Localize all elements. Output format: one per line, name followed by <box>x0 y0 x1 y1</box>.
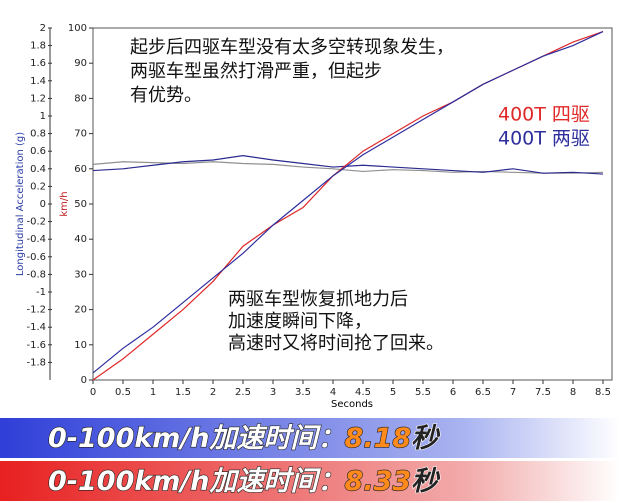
x-tick-label: 6 <box>450 387 456 398</box>
y2-tick-label: 70 <box>74 129 87 140</box>
annotation: 两驱车型虽然打滑严重，但起步 <box>130 61 382 82</box>
x-tick-label: 4 <box>330 387 336 398</box>
y-tick-label: -0.4 <box>26 234 46 245</box>
y-tick-label: -0.6 <box>26 252 46 263</box>
x-tick-label: 0.5 <box>115 387 131 398</box>
x-tick-label: 0 <box>90 387 96 398</box>
y2-axis-title: km/h <box>59 191 70 216</box>
y-tick-label: -1.6 <box>26 340 46 351</box>
y-tick-label: 2 <box>40 23 46 34</box>
x-tick-label: 4.5 <box>355 387 371 398</box>
legend-entry: 400T 四驱 <box>498 104 590 126</box>
y-tick-label: 1.2 <box>30 93 46 104</box>
y-tick-label: 1 <box>40 111 46 122</box>
x-tick-label: 1 <box>150 387 156 398</box>
y2-tick-label: 30 <box>74 269 87 280</box>
banner-value: 8.33 <box>345 466 412 497</box>
banner-text: 0-100km/h加速时间：8.18秒 <box>48 423 441 454</box>
x-tick-label: 8.5 <box>595 387 611 398</box>
x-tick-label: 5.5 <box>415 387 431 398</box>
y-tick-label: 1.6 <box>30 58 46 69</box>
x-tick-label: 3.5 <box>295 387 311 398</box>
annotation: 加速度瞬间下降， <box>228 311 372 332</box>
plot-area <box>92 27 613 381</box>
banner-unit: 秒 <box>411 466 441 497</box>
banner-text: 0-100km/h加速时间：8.33秒 <box>48 466 441 497</box>
y-tick-label: -1 <box>36 287 46 298</box>
y-tick-label: 0.2 <box>30 181 46 192</box>
y2-tick-label: 100 <box>68 23 87 34</box>
y-tick-label: -1.2 <box>26 305 46 316</box>
y2-tick-label: 90 <box>74 58 87 69</box>
y2-tick-label: 10 <box>74 340 87 351</box>
y-tick-label: -0.8 <box>26 269 46 280</box>
y2-tick-label: 50 <box>74 199 87 210</box>
banner-unit: 秒 <box>411 423 441 454</box>
annotation: 高速时又将时间抢了回来。 <box>228 333 444 354</box>
x-tick-label: 3 <box>270 387 276 398</box>
series-line <box>92 154 604 175</box>
x-tick-label: 8 <box>570 387 576 398</box>
y-tick-label: 0.6 <box>30 146 46 157</box>
x-axis-title: Seconds <box>331 399 373 410</box>
y2-tick-label: 40 <box>74 234 87 245</box>
banner-value: 8.18 <box>345 423 412 454</box>
y2-tick-label: 80 <box>74 93 87 104</box>
y-tick-label: -1.4 <box>26 322 46 333</box>
x-tick-label: 5 <box>390 387 396 398</box>
y-tick-label: 0 <box>40 199 46 210</box>
x-tick-label: 2.5 <box>235 387 251 398</box>
y-tick-label: -1.8 <box>26 357 46 368</box>
banner <box>0 418 620 458</box>
annotation: 有优势。 <box>130 85 202 106</box>
x-tick-label: 6.5 <box>475 387 491 398</box>
annotation: 起步后四驱车型没有太多空转现象发生， <box>130 37 454 58</box>
y-tick-label: -0.2 <box>26 217 46 228</box>
banner-label: 0-100km/h加速时间： <box>48 466 345 497</box>
y-tick-label: 0.4 <box>30 164 46 175</box>
x-tick-label: 1.5 <box>175 387 191 398</box>
y-tick-label: 1.8 <box>30 41 46 52</box>
series-line <box>92 30 604 374</box>
y-tick-label: 0.8 <box>30 129 46 140</box>
y2-tick-label: 60 <box>74 164 87 175</box>
banner <box>0 461 620 501</box>
series-line <box>92 161 604 174</box>
legend-entry: 400T 两驱 <box>498 128 590 150</box>
y-axis-title: Longitudinal Acceleration (g) <box>15 132 26 276</box>
annotation: 两驱车型恢复抓地力后 <box>228 289 408 310</box>
x-tick-label: 7 <box>510 387 516 398</box>
x-tick-label: 7.5 <box>535 387 551 398</box>
banner-label: 0-100km/h加速时间： <box>48 423 345 454</box>
y-tick-label: 1.4 <box>30 76 46 87</box>
y2-tick-label: 0 <box>81 375 87 386</box>
y2-tick-label: 20 <box>74 305 87 316</box>
x-tick-label: 2 <box>210 387 216 398</box>
